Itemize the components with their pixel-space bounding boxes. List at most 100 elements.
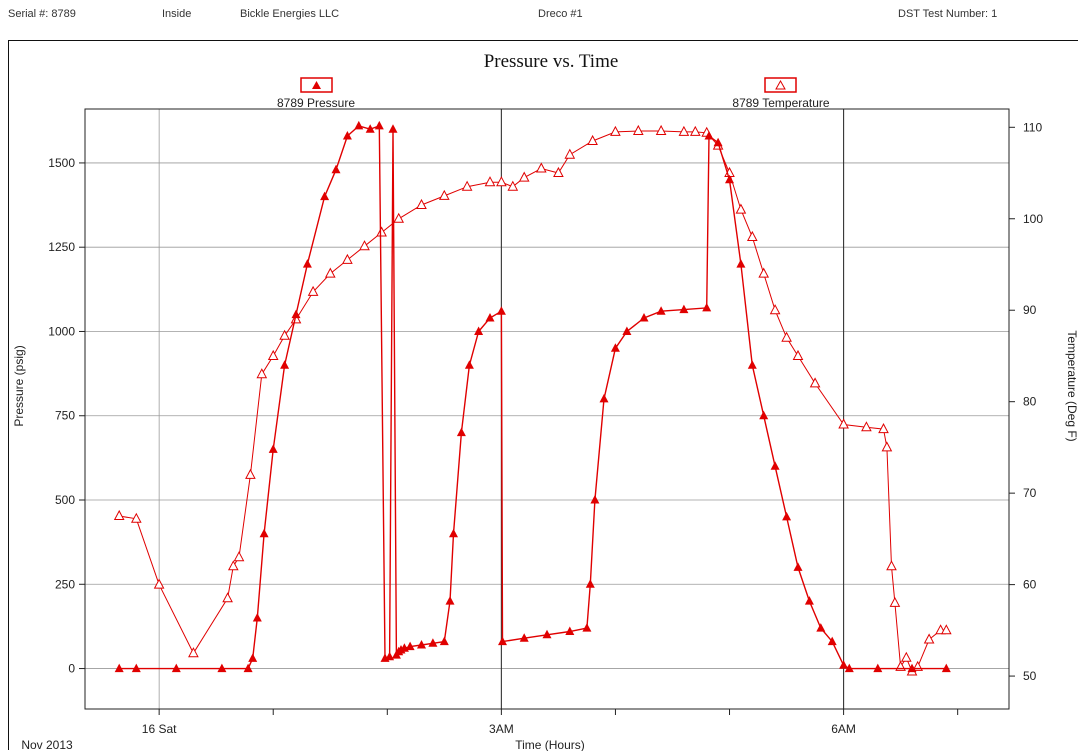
pressure-point bbox=[388, 124, 398, 133]
pressure-point bbox=[542, 629, 552, 639]
pressure-point bbox=[736, 259, 746, 268]
temperature-point bbox=[518, 171, 530, 182]
pressure-point bbox=[639, 313, 649, 322]
pressure-point bbox=[268, 444, 278, 453]
pressure-point bbox=[844, 663, 854, 673]
pressure-point bbox=[291, 309, 301, 319]
temperature-point bbox=[267, 349, 279, 360]
pressure-point bbox=[747, 360, 757, 369]
y-tick-label: 250 bbox=[55, 577, 75, 591]
pressure-point bbox=[354, 120, 364, 130]
temperature-point bbox=[746, 230, 758, 241]
temperature-point bbox=[758, 267, 770, 278]
x-tick-label: 6AM bbox=[831, 722, 856, 736]
pressure-point bbox=[171, 663, 181, 673]
temperature-point bbox=[678, 125, 690, 136]
temperature-point bbox=[792, 349, 804, 360]
legend-item-pressure: 8789 Pressure bbox=[277, 77, 355, 110]
pressure-point bbox=[252, 613, 262, 622]
temperature-point bbox=[878, 423, 889, 434]
temperature-point bbox=[113, 509, 125, 520]
pressure-point bbox=[704, 131, 714, 140]
temperature-point bbox=[307, 285, 319, 296]
gauge-location: Inside bbox=[162, 8, 192, 20]
temperature-point bbox=[290, 313, 302, 324]
temperature-point bbox=[496, 176, 507, 187]
pressure-point bbox=[907, 663, 917, 673]
pressure-point bbox=[816, 623, 826, 632]
temperature-point bbox=[222, 592, 233, 603]
temperature-point bbox=[809, 377, 821, 388]
chart-title: Pressure vs. Time bbox=[484, 51, 619, 72]
temperature-point bbox=[587, 134, 598, 145]
y2-tick-label: 80 bbox=[1023, 395, 1037, 409]
grid bbox=[85, 109, 1009, 709]
pressure-point bbox=[114, 663, 124, 673]
temperature-point bbox=[564, 148, 576, 159]
legend-temperature-label: 8789 Temperature bbox=[732, 96, 830, 110]
pressure-point bbox=[582, 623, 592, 632]
axes: 0 250 500 750 1000 1250 1500 50 60 70 80 90 100 110 16… bbox=[48, 108, 1043, 736]
temperature-point bbox=[900, 651, 912, 662]
legend: 8789 Pressure 8789 Temperature bbox=[277, 77, 830, 110]
legend-pressure-label: 8789 Pressure bbox=[277, 96, 355, 110]
pressure-point bbox=[498, 636, 507, 646]
pressure-point bbox=[770, 461, 780, 470]
pressure-point bbox=[385, 651, 395, 661]
pressure-point bbox=[456, 427, 466, 437]
pressure-series bbox=[114, 120, 951, 673]
pressure-point bbox=[320, 191, 330, 201]
temperature-point bbox=[632, 124, 644, 135]
pressure-point bbox=[217, 663, 227, 673]
y2-tick-label: 110 bbox=[1023, 120, 1042, 134]
temperature-point bbox=[838, 418, 849, 429]
pressure-point bbox=[474, 326, 484, 335]
x-axis-label: Time (Hours) bbox=[515, 738, 585, 751]
pressure-point bbox=[804, 596, 814, 605]
test-number: DST Test Number: 1 bbox=[898, 8, 998, 20]
x-tick-label: 16 Sat bbox=[142, 722, 177, 736]
y-axis-label: Pressure (psig) bbox=[12, 345, 26, 426]
pressure-point bbox=[417, 640, 426, 649]
temperature-point bbox=[416, 198, 427, 209]
temperature-point bbox=[769, 304, 781, 315]
temperature-point bbox=[923, 633, 935, 644]
legend-item-temperature: 8789 Temperature bbox=[732, 77, 830, 110]
pressure-point bbox=[565, 626, 575, 635]
chart-frame: Pressure vs. Time 8789 Pressure 8789 Tem… bbox=[8, 40, 1079, 751]
temperature-point bbox=[438, 189, 450, 200]
pressure-point bbox=[839, 660, 849, 669]
pressure-point bbox=[259, 528, 269, 538]
y-tick-label: 750 bbox=[55, 409, 75, 423]
temperature-point bbox=[376, 226, 387, 237]
temperature-point bbox=[861, 421, 872, 432]
y-tick-label: 0 bbox=[68, 662, 75, 676]
temperature-point bbox=[886, 560, 897, 571]
pressure-point bbox=[519, 633, 529, 642]
serial-number: Serial #: 8789 bbox=[8, 8, 76, 20]
temperature-point bbox=[256, 368, 268, 379]
temperature-point bbox=[130, 512, 142, 523]
temperature-series bbox=[113, 124, 952, 676]
temperature-line bbox=[119, 130, 947, 673]
pressure-point bbox=[449, 528, 458, 538]
pressure-point bbox=[585, 579, 595, 588]
temperature-point bbox=[188, 647, 199, 658]
pressure-point bbox=[702, 302, 712, 312]
temperature-point bbox=[461, 180, 473, 191]
temperature-point bbox=[940, 624, 952, 635]
pressure-point bbox=[941, 663, 951, 673]
pressure-point bbox=[374, 120, 384, 130]
pressure-point bbox=[445, 596, 455, 605]
temperature-point bbox=[245, 468, 256, 479]
temperature-point bbox=[342, 253, 353, 264]
pressure-point bbox=[679, 304, 689, 314]
temperature-point bbox=[535, 162, 547, 173]
temperature-point bbox=[735, 203, 747, 214]
pressure-point bbox=[485, 313, 495, 322]
temperature-point bbox=[393, 212, 405, 223]
temperature-point bbox=[507, 180, 519, 191]
y-tick-label: 1500 bbox=[48, 156, 75, 170]
pressure-point bbox=[439, 636, 449, 646]
legend-pressure-swatch bbox=[300, 77, 333, 93]
